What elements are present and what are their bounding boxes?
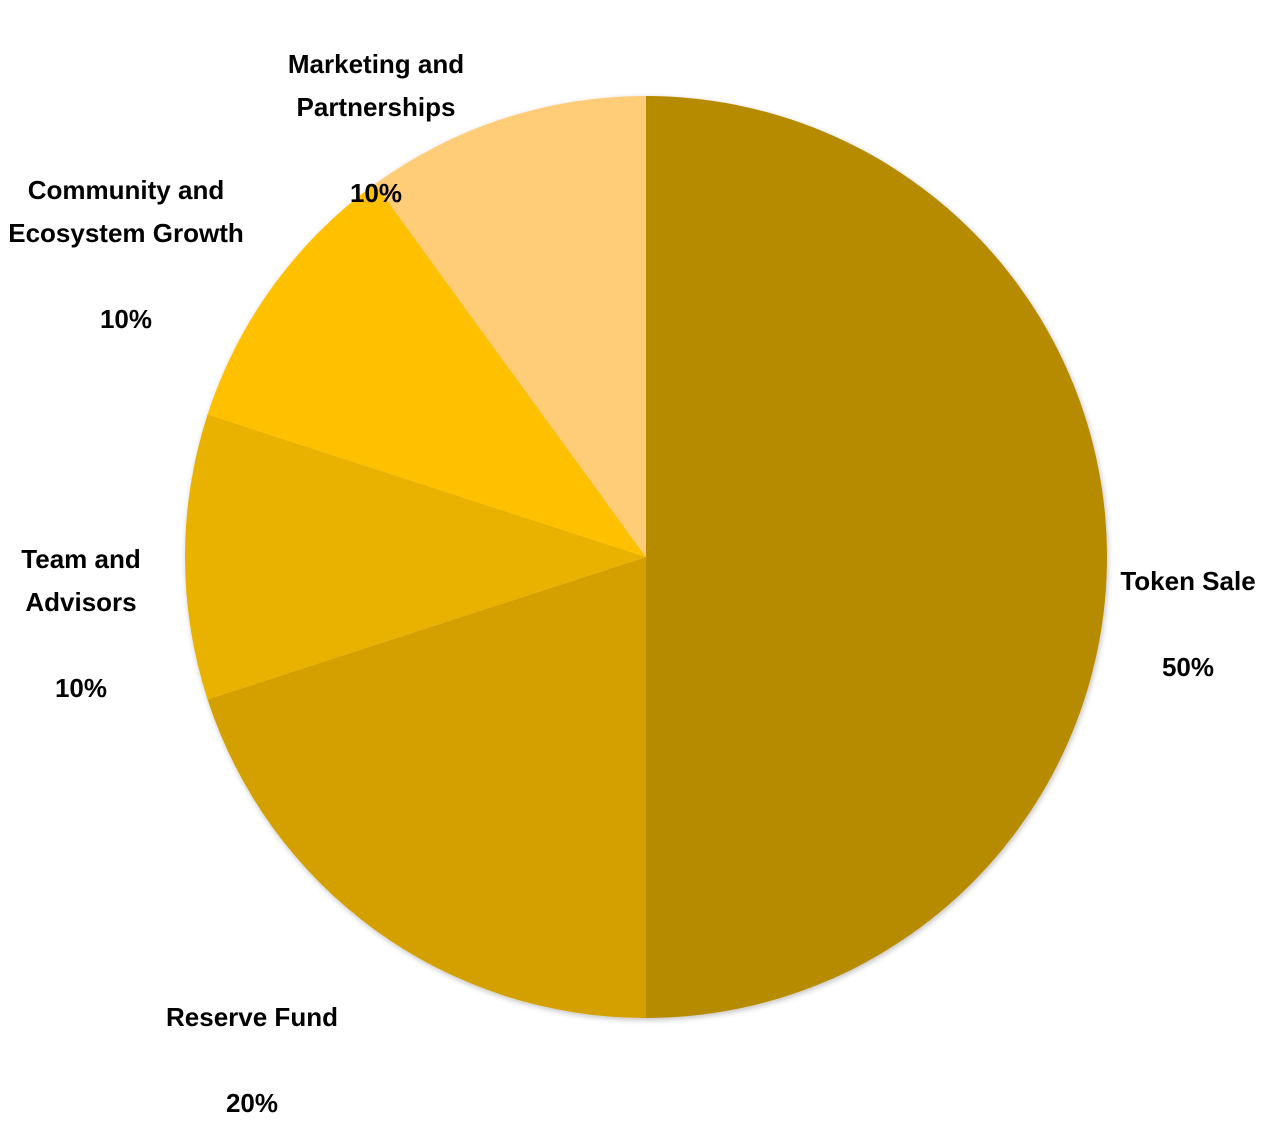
slice-percent: 20% [225, 1088, 279, 1118]
pie-chart-svg [184, 96, 1107, 1019]
slice-percent: 10% [349, 178, 403, 208]
slice-percent: 50% [1161, 652, 1215, 682]
slice-percent: 10% [99, 304, 153, 334]
slice-name: Team and Advisors [21, 544, 141, 617]
slice-label-token-sale: Token Sale 50% [1098, 517, 1278, 689]
slice-label-community-and-ecosystem-growth: Community and Ecosystem Growth 10% [6, 126, 246, 341]
slice-name: Marketing and Partnerships [287, 49, 465, 122]
slice-name: Token Sale [1120, 566, 1256, 596]
pie-slice-token-sale [646, 96, 1107, 1018]
slice-label-marketing-and-partnerships: Marketing and Partnerships 10% [261, 0, 491, 215]
pie-slice-marketing-and-partnerships [375, 96, 646, 557]
pie-slice-team-and-advisors [184, 414, 646, 700]
slice-percent: 10% [54, 673, 108, 703]
slice-label-reserve-fund: Reserve Fund 20% [142, 953, 362, 1125]
slice-name: Community and Ecosystem Growth [8, 175, 244, 248]
pie-slice-community-and-ecosystem-growth [207, 184, 646, 558]
slice-label-team-and-advisors: Team and Advisors 10% [0, 495, 166, 710]
slice-name: Reserve Fund [166, 1002, 338, 1032]
pie-slice-reserve-fund [207, 557, 646, 1019]
